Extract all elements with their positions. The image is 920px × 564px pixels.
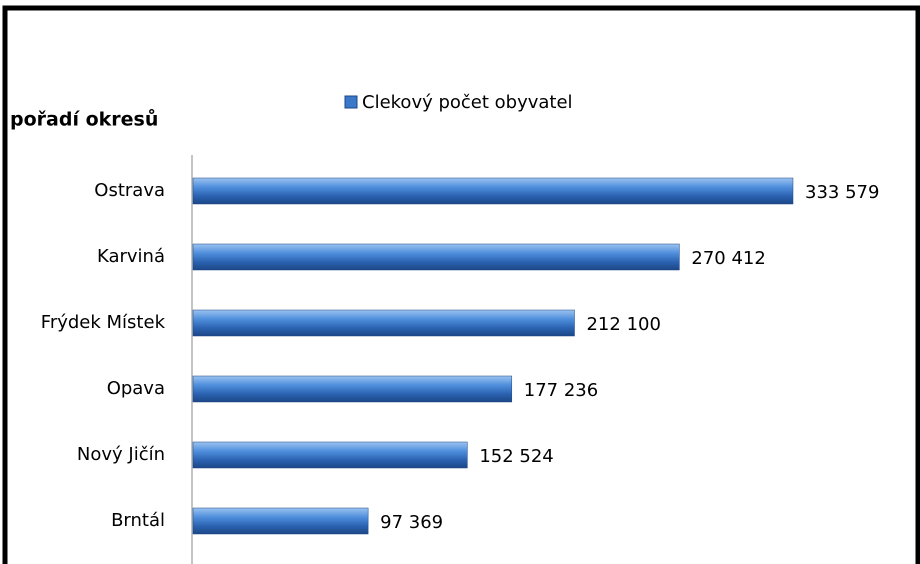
data-label: 333 579 xyxy=(805,182,879,203)
category-label: Nový Jičín xyxy=(77,444,165,465)
category-label: Opava xyxy=(107,378,165,399)
bar xyxy=(192,243,680,271)
bar xyxy=(192,441,468,469)
legend-label: Clekový počet obyvatel xyxy=(362,92,573,113)
bar xyxy=(192,507,369,535)
frame xyxy=(2,5,920,564)
category-label: Ostrava xyxy=(94,180,165,201)
category-label: Brntál xyxy=(111,510,165,531)
data-label: 177 236 xyxy=(524,380,598,401)
data-label: 97 369 xyxy=(380,512,443,533)
data-label: 270 412 xyxy=(691,248,765,269)
bar xyxy=(192,177,794,205)
bar xyxy=(192,309,575,337)
category-label: Karviná xyxy=(97,246,165,267)
data-label: 212 100 xyxy=(586,314,660,335)
axis-title: pořadí okresů xyxy=(10,108,158,131)
legend-swatch xyxy=(344,95,358,109)
category-label: Frýdek Místek xyxy=(41,312,166,333)
bar xyxy=(192,375,513,403)
data-label: 152 524 xyxy=(479,446,553,467)
